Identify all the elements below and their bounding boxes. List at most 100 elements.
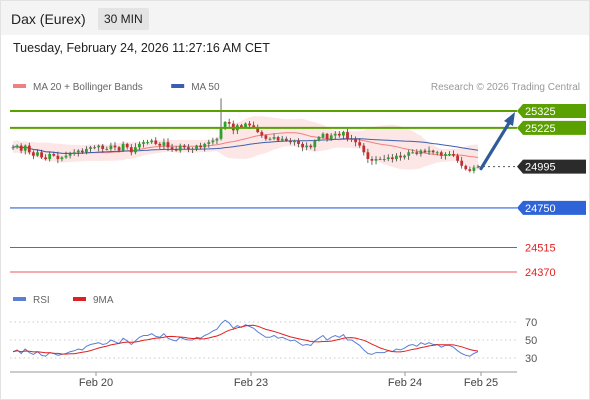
candle-body	[207, 142, 211, 144]
candle-body	[264, 135, 268, 139]
legend-swatch	[171, 84, 185, 88]
rsi-plot: 30 50 70	[10, 317, 537, 365]
price-label: 24995	[525, 162, 556, 174]
x-axis: Feb 20 Feb 23 Feb 24 Feb 25	[10, 371, 517, 389]
candle-body	[472, 167, 476, 171]
candle-body	[97, 145, 101, 148]
candle-body	[93, 147, 96, 149]
x-tick-label: Feb 24	[388, 377, 422, 389]
candle-body	[439, 152, 443, 156]
rsi-tick-label: 50	[525, 335, 537, 347]
candle-body	[390, 157, 394, 160]
rsi-legend-swatch	[73, 297, 86, 301]
candle-body	[321, 133, 325, 138]
candle-body	[460, 160, 464, 166]
candle-body	[15, 145, 19, 148]
candle-body	[342, 132, 345, 136]
candle-body	[129, 147, 133, 153]
credit-text: Research © 2026 Trading Central	[431, 82, 580, 93]
legend-label: MA 50	[191, 82, 220, 93]
candle-body	[191, 148, 194, 150]
rsi-legend-label: RSI	[33, 295, 50, 306]
candle-body	[423, 150, 427, 153]
candle-body	[431, 150, 435, 153]
rsi-tick-label: 70	[525, 317, 537, 329]
candle-body	[268, 138, 272, 140]
candle-body	[386, 157, 390, 160]
price-plot	[11, 98, 480, 174]
candle-body	[138, 143, 141, 148]
price-tag	[517, 159, 586, 174]
candle-body	[199, 145, 202, 148]
candle-body	[11, 147, 15, 149]
legend-label: MA 20 + Bollinger Bands	[33, 82, 143, 93]
candle-body	[195, 145, 198, 149]
candle-body	[80, 150, 84, 153]
candle-body	[89, 147, 92, 149]
candle-body	[170, 147, 174, 149]
legend-swatch	[13, 84, 26, 88]
candle-body	[407, 152, 411, 156]
support-label: 24750	[525, 203, 556, 215]
candle-body	[19, 145, 23, 151]
candle-body	[227, 122, 231, 124]
candle-body	[403, 155, 406, 158]
candle-body	[329, 135, 333, 139]
bollinger-band	[13, 116, 478, 171]
header-bar: Dax (Eurex) 30 MIN	[1, 1, 589, 35]
candle-body	[452, 154, 455, 156]
candles	[11, 98, 480, 174]
candle-body	[354, 138, 357, 143]
candle-body	[203, 143, 207, 148]
candle-body	[101, 145, 105, 149]
candle-body	[448, 154, 451, 155]
candle-body	[32, 152, 35, 156]
candle-body	[240, 125, 243, 127]
candle-body	[52, 154, 56, 156]
candle-body	[76, 150, 80, 153]
candle-body	[121, 143, 125, 151]
forecast-arrow	[479, 121, 511, 171]
candle-body	[166, 142, 170, 148]
candle-body	[215, 138, 219, 141]
candle-body	[382, 159, 386, 160]
level-lines: 25325 25225 24995 24750 24515 24370	[10, 104, 586, 279]
candle-body	[56, 155, 60, 160]
resistance-label: 25325	[525, 106, 556, 118]
candle-body	[162, 142, 166, 146]
candle-body	[134, 147, 137, 153]
x-tick-label: Feb 23	[234, 377, 268, 389]
candle-body	[411, 152, 415, 154]
candle-body	[23, 145, 27, 151]
candle-body	[64, 155, 68, 158]
candle-body	[109, 145, 113, 149]
candle-body	[358, 142, 362, 146]
support-tag	[517, 200, 586, 215]
datetime-label: Tuesday, February 24, 2026 11:27:16 AM C…	[13, 41, 270, 55]
rsi-ma-line	[12, 324, 479, 355]
candle-body	[366, 152, 370, 159]
candle-body	[419, 150, 423, 154]
candle-body	[333, 133, 337, 136]
candle-body	[174, 148, 178, 151]
candle-body	[362, 145, 366, 153]
candle-body	[284, 138, 288, 141]
forecast-arrowhead	[504, 112, 515, 126]
candle-body	[456, 155, 459, 161]
candle-body	[272, 137, 276, 139]
candle-body	[248, 123, 251, 126]
candle-body	[276, 137, 280, 141]
timeframe-badge[interactable]: 30 MIN	[98, 8, 149, 30]
candle-body	[309, 145, 313, 148]
resistance-tag	[517, 104, 586, 118]
candle-body	[464, 165, 468, 170]
candle-body	[125, 143, 129, 148]
main-legend: MA 20 + Bollinger Bands MA 50	[13, 82, 220, 93]
minor-level-label: 24515	[525, 243, 556, 255]
candle-body	[317, 137, 321, 141]
candle-body	[350, 138, 353, 140]
candle-body	[117, 147, 121, 151]
candle-body	[301, 143, 304, 148]
